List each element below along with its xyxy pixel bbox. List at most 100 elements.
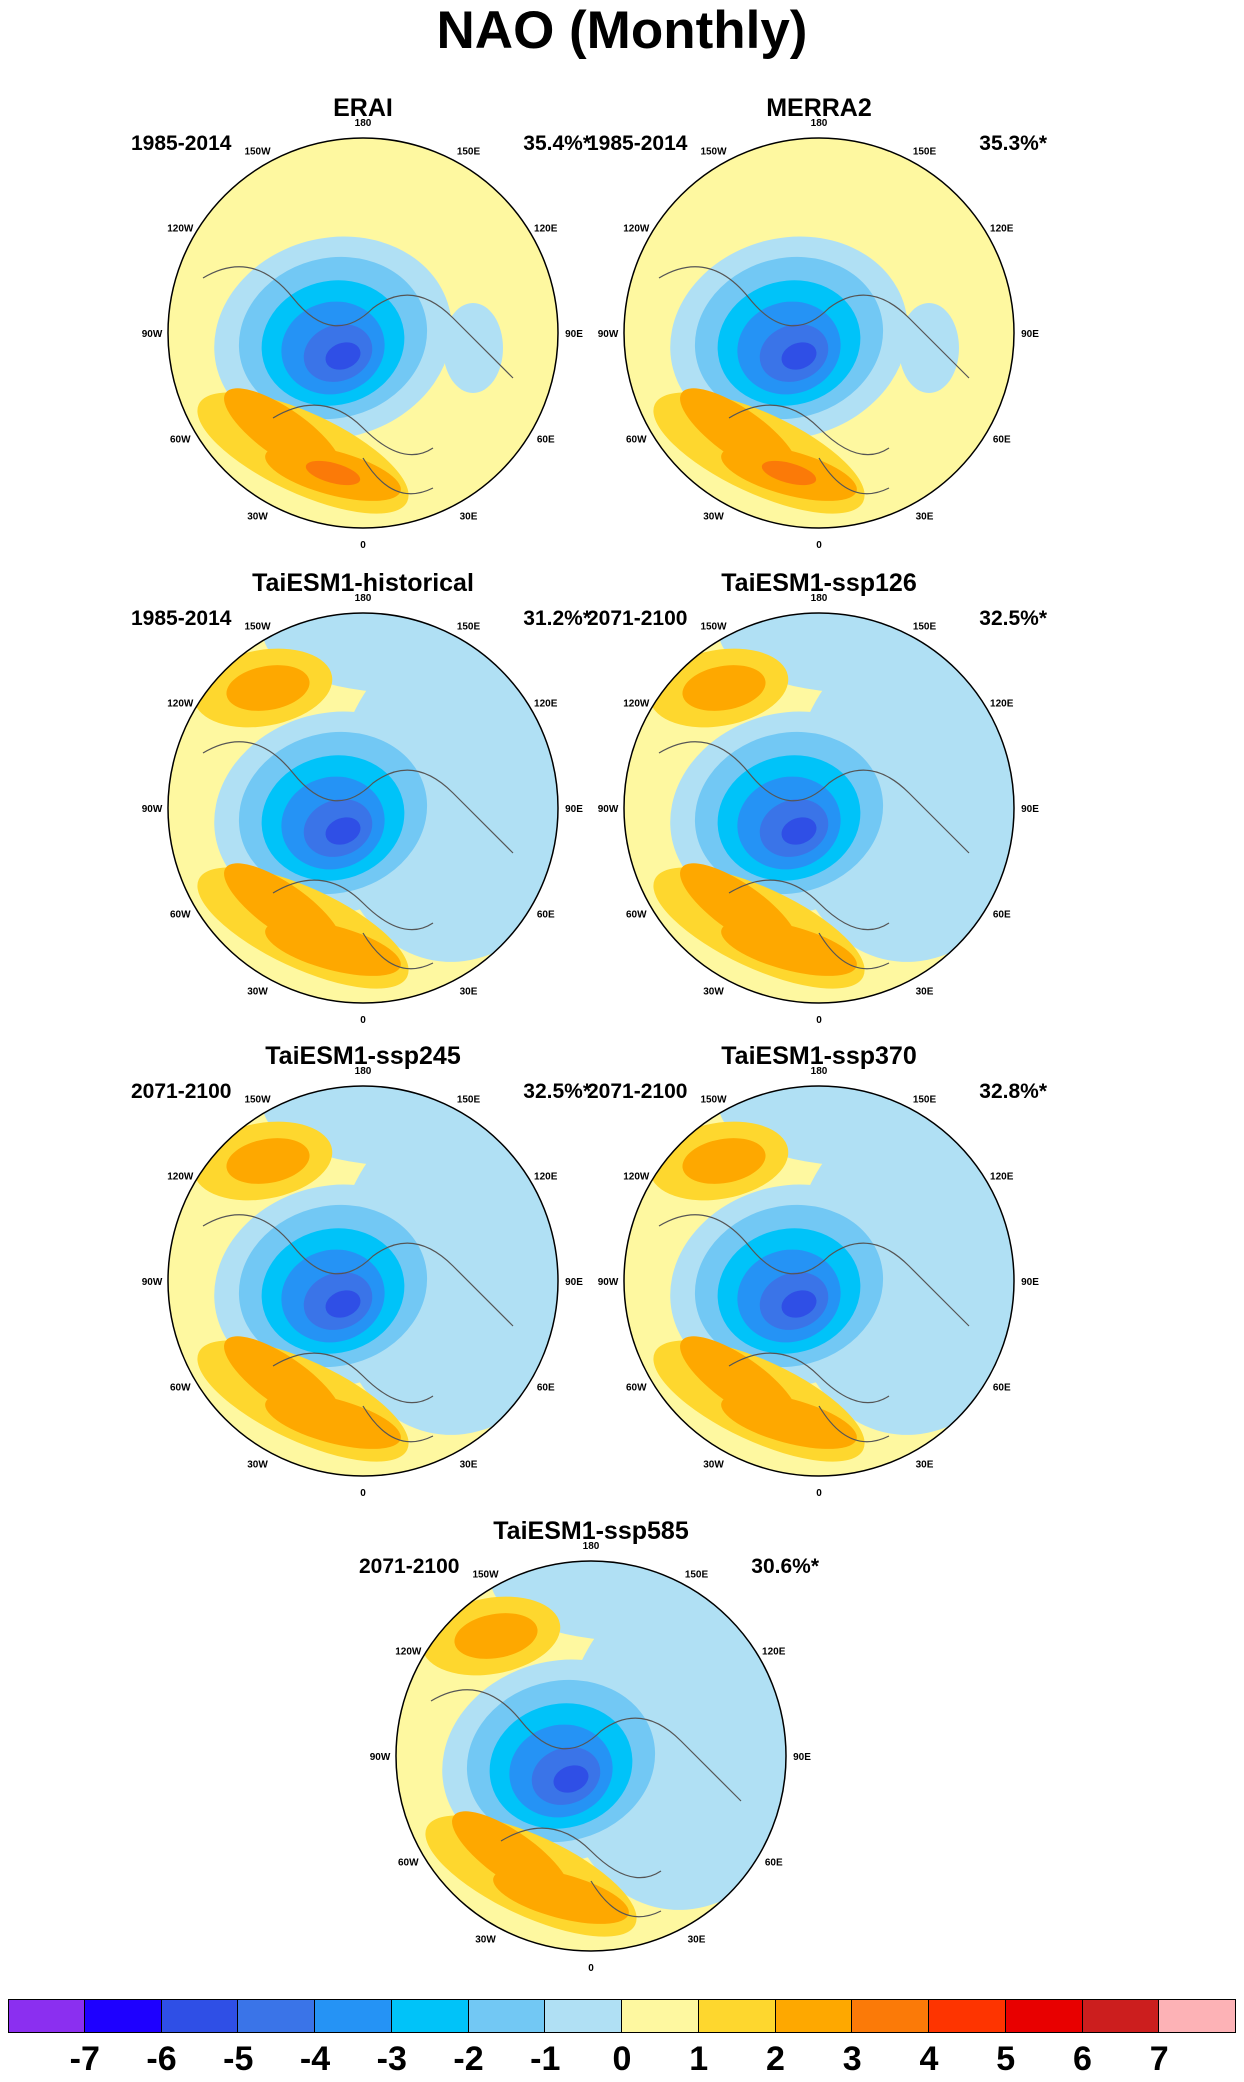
map-border: [167, 137, 559, 529]
panel-title: ERAI: [333, 94, 393, 122]
colorbar-tick-label: 1: [689, 2040, 709, 2078]
colorbar-tick-label: 2: [766, 2040, 785, 2078]
polar-map: 180 150E 120E 90E 60E 30E 0 30W 60W 90W 120W 150W: [370, 1541, 812, 1974]
map-border: [623, 612, 1015, 1004]
map-border: [623, 1085, 1015, 1477]
panel-period: 2071-2100: [587, 607, 688, 630]
longitude-label: 30E: [460, 987, 478, 998]
longitude-label: 150E: [913, 621, 937, 632]
longitude-label: 150E: [457, 621, 481, 632]
longitude-label: 60W: [170, 435, 191, 446]
panel-title: TaiESM1-ssp245: [265, 1042, 461, 1070]
colorbar-tick-label: 4: [919, 2040, 939, 2078]
colorbar-swatch: [1159, 1999, 1236, 2033]
longitude-label: 60W: [626, 910, 647, 921]
negative-region: [443, 303, 503, 393]
longitude-label: 0: [816, 1488, 822, 1499]
coastline: [658, 1214, 970, 1443]
negative-region: [263, 613, 543, 693]
longitude-label: 150E: [913, 1094, 937, 1105]
negative-region: [263, 1086, 543, 1166]
longitude-label: 90W: [142, 1277, 163, 1288]
colorbar-tick-label: 6: [1073, 2040, 1092, 2078]
polar-map: 180 150E 120E 90E 60E 30E 0 30W 60W 90W 120W 150W: [598, 118, 1040, 551]
map-panel: TaiESM1-ssp585 2071-2100 30.6%* 180 150E 120E…: [359, 1517, 821, 1974]
polar-map: 180 150E 120E 90E 60E 30E 0 30W 60W 90W 120W 150W: [142, 1066, 584, 1499]
longitude-label: 150E: [457, 146, 481, 157]
positive-region: [305, 460, 361, 486]
colorbar-swatch: [468, 1999, 546, 2033]
map-border: [167, 1085, 559, 1477]
panel-variance: 35.3%*: [979, 132, 1047, 155]
longitude-label: 30W: [247, 1460, 268, 1471]
longitude-label: 120W: [395, 1647, 422, 1658]
colorbar-swatch: [775, 1999, 853, 2033]
longitude-label: 150E: [457, 1094, 481, 1105]
panel-period: 2071-2100: [131, 1080, 232, 1103]
colorbar-tick-label: -1: [530, 2040, 561, 2078]
colorbar-swatch: [391, 1999, 469, 2033]
longitude-label: 150W: [244, 621, 271, 632]
longitude-label: 150W: [700, 621, 727, 632]
colorbar-swatch: [8, 1999, 85, 2033]
negative-region: [325, 817, 361, 845]
map-border: [395, 1560, 787, 1952]
longitude-label: 120E: [534, 1172, 558, 1183]
longitude-label: 0: [588, 1963, 594, 1974]
negative-region: [781, 817, 817, 845]
panel-variance: 32.8%*: [979, 1080, 1047, 1103]
panel-period: 2071-2100: [359, 1555, 460, 1578]
coastline: [430, 1689, 742, 1918]
colorbar: [8, 1999, 1236, 2033]
longitude-label: 30E: [460, 1460, 478, 1471]
longitude-label: 180: [583, 1541, 600, 1552]
map-border: [167, 612, 559, 1004]
longitude-label: 120E: [534, 699, 558, 710]
coastline: [202, 266, 514, 495]
longitude-label: 0: [360, 1015, 366, 1026]
longitude-label: 120W: [167, 224, 194, 235]
colorbar-tick-label: -5: [223, 2040, 254, 2078]
negative-region: [325, 1290, 361, 1318]
longitude-label: 120W: [167, 1172, 194, 1183]
colorbar-swatch: [1082, 1999, 1160, 2033]
colorbar-labels: -7 -6 -5 -4 -3 -2 -1 0 1 2 3 4 5 6 7: [8, 2040, 1236, 2080]
map-panel: TaiESM1-historical 1985-2014 31.2%* 180 150E…: [131, 569, 593, 1026]
colorbar-swatch: [238, 1999, 315, 2033]
longitude-label: 30W: [247, 987, 268, 998]
negative-region: [899, 303, 959, 393]
longitude-label: 90W: [142, 804, 163, 815]
map-panel: MERRA2 1985-2014 35.3%* 180 150E 120E 90E 60E 30…: [587, 94, 1049, 551]
coastline: [202, 741, 514, 970]
panel-variance: 32.5%*: [523, 1080, 591, 1103]
colorbar-swatch: [622, 1999, 699, 2033]
positive-region: [226, 665, 310, 711]
longitude-label: 60W: [170, 1383, 191, 1394]
longitude-label: 0: [360, 540, 366, 551]
colorbar-tick-label: -2: [453, 2040, 484, 2078]
colorbar-tick-label: -7: [69, 2040, 100, 2078]
longitude-label: 150E: [913, 146, 937, 157]
positive-region: [721, 920, 857, 976]
colorbar-swatch: [1005, 1999, 1083, 2033]
panel-period: 2071-2100: [587, 1080, 688, 1103]
longitude-label: 120E: [534, 224, 558, 235]
coastline: [658, 266, 970, 495]
longitude-label: 90W: [598, 804, 619, 815]
longitude-label: 150W: [244, 146, 271, 157]
longitude-label: 60E: [993, 1383, 1011, 1394]
colorbar-tick-label: 5: [996, 2040, 1016, 2078]
map-panel: TaiESM1-ssp245 2071-2100 32.5%* 180 150E 120E…: [131, 1042, 593, 1499]
panel-variance: 32.5%*: [979, 607, 1047, 630]
positive-region: [226, 1138, 310, 1184]
longitude-label: 60E: [537, 435, 555, 446]
longitude-label: 150E: [685, 1569, 709, 1580]
longitude-label: 30E: [916, 987, 934, 998]
longitude-label: 30E: [916, 1460, 934, 1471]
longitude-label: 0: [816, 1015, 822, 1026]
positive-region: [721, 1393, 857, 1449]
panel-title: MERRA2: [766, 94, 872, 122]
longitude-label: 0: [360, 1488, 366, 1499]
longitude-label: 180: [355, 118, 372, 129]
longitude-label: 30E: [916, 512, 934, 523]
